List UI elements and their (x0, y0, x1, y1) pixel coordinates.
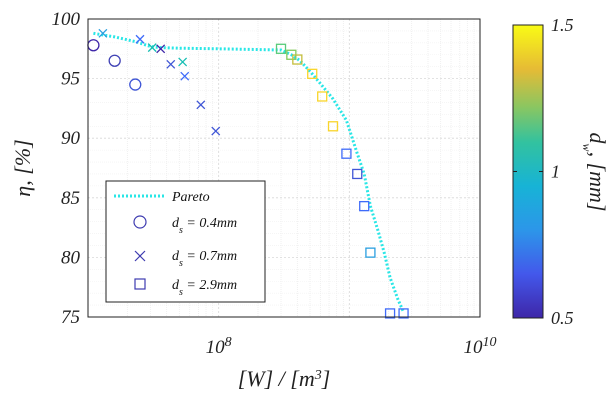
legend-circle-marker (133, 215, 147, 229)
y-axis-label: η, [%] (10, 139, 35, 196)
y-tick-label: 100 (52, 9, 81, 30)
legend: Pareto ds = 0.4mm ds = 0.7mm ds = 2.9mm (105, 180, 266, 303)
y-tick-label: 95 (61, 69, 80, 90)
colorbar-tick-label: 0.5 (551, 308, 574, 328)
x-tick-labels: 108 1010 (206, 335, 497, 359)
x-marker (98, 28, 108, 38)
y-tick-label: 85 (61, 188, 80, 209)
x-axis-label: [W] / [m3] (238, 366, 331, 391)
square-marker (359, 200, 370, 212)
legend-square-marker (134, 278, 146, 290)
colorbar-gradient (512, 24, 544, 319)
y-tick-label: 75 (61, 307, 80, 328)
legend-box (105, 180, 266, 303)
circle-marker (108, 54, 121, 67)
grid-minor (88, 19, 480, 317)
circle-marker (129, 78, 142, 91)
square-marker (398, 308, 409, 319)
colorbar-tick-label: 1 (551, 162, 560, 182)
square-marker (352, 168, 363, 180)
square-marker (341, 148, 352, 159)
pareto-line (93, 31, 405, 313)
x-marker (211, 126, 221, 136)
legend-pareto-label: Pareto (171, 190, 210, 205)
x-marker (196, 100, 206, 110)
square-marker (317, 91, 328, 102)
x-tick-label: 1010 (464, 335, 497, 359)
square-marker (365, 247, 376, 258)
colorbar: 1.5 1 0.5 dw, [mm] (512, 15, 610, 328)
x-marker (156, 44, 166, 54)
y-tick-label: 90 (61, 128, 81, 149)
x-marker (166, 59, 176, 69)
legend-x-marker (134, 250, 146, 262)
x-marker (135, 34, 145, 44)
colorbar-tick-label: 1.5 (551, 15, 574, 35)
legend-ds-07-label: ds = 0.7mm (172, 249, 237, 269)
square-marker (275, 43, 287, 54)
square-marker (384, 308, 396, 319)
x-tick-label: 108 (206, 335, 232, 359)
x-marker (147, 43, 157, 53)
colorbar-ticks: 1.5 1 0.5 (513, 15, 574, 328)
square-marker (327, 121, 339, 132)
y-tick-label: 80 (61, 247, 81, 268)
x-marker (180, 71, 190, 81)
legend-ds-29-label: ds = 2.9mm (172, 278, 237, 298)
pareto-front (93, 31, 405, 313)
x-marker (178, 57, 188, 67)
square-marker (292, 54, 303, 65)
legend-ds-04-label: ds = 0.4mm (172, 216, 237, 236)
colorbar-label: dw, [mm] (580, 133, 610, 212)
plot-frame (87, 18, 481, 318)
data-markers (87, 28, 409, 319)
y-tick-labels: 75 80 85 90 95 100 (52, 9, 81, 328)
square-marker (307, 68, 318, 79)
